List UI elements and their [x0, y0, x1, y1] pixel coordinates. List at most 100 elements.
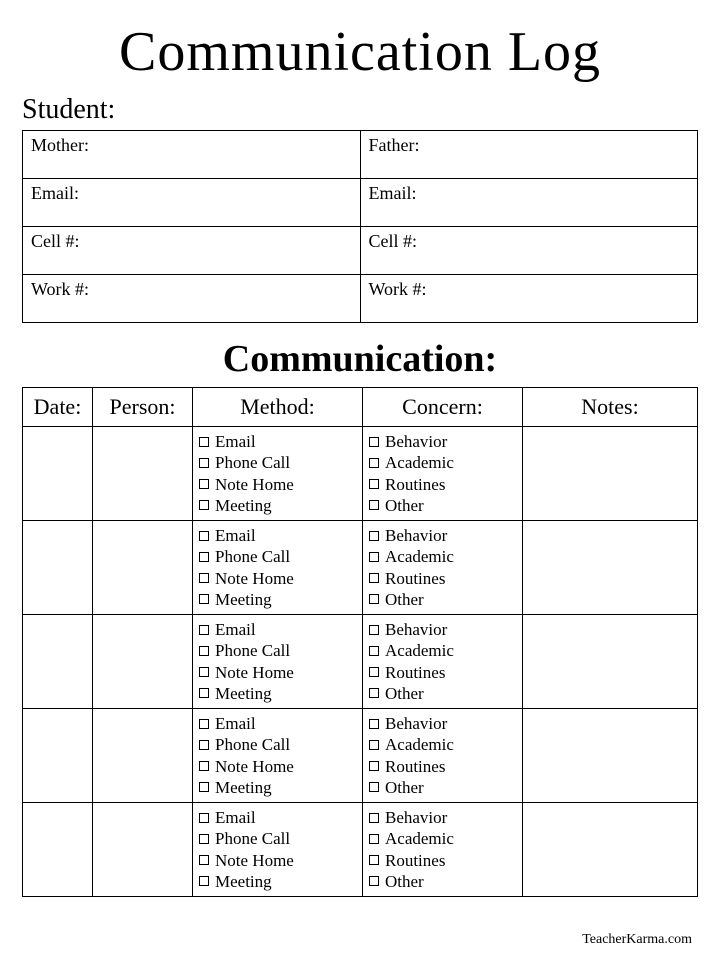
concern-option[interactable]: Behavior — [369, 525, 516, 546]
checkbox-icon[interactable] — [199, 688, 209, 698]
log-cell-date[interactable] — [23, 615, 93, 709]
concern-option[interactable]: Other — [369, 683, 516, 704]
checkbox-icon[interactable] — [369, 876, 379, 886]
log-cell-date[interactable] — [23, 803, 93, 897]
checkbox-icon[interactable] — [369, 552, 379, 562]
log-cell-notes[interactable] — [523, 615, 698, 709]
method-option[interactable]: Note Home — [199, 850, 356, 871]
checkbox-icon[interactable] — [369, 479, 379, 489]
concern-option[interactable]: Behavior — [369, 807, 516, 828]
checkbox-icon[interactable] — [199, 740, 209, 750]
concern-option[interactable]: Routines — [369, 568, 516, 589]
checkbox-icon[interactable] — [199, 458, 209, 468]
checkbox-icon[interactable] — [199, 500, 209, 510]
method-option[interactable]: Note Home — [199, 662, 356, 683]
checkbox-icon[interactable] — [199, 573, 209, 583]
concern-option[interactable]: Other — [369, 495, 516, 516]
checkbox-icon[interactable] — [199, 855, 209, 865]
log-header-row: Date: Person: Method: Concern: Notes: — [23, 388, 698, 427]
checkbox-icon[interactable] — [199, 625, 209, 635]
checkbox-icon[interactable] — [369, 834, 379, 844]
method-option[interactable]: Email — [199, 807, 356, 828]
concern-option[interactable]: Other — [369, 871, 516, 892]
checkbox-icon[interactable] — [369, 761, 379, 771]
concern-option[interactable]: Behavior — [369, 619, 516, 640]
log-cell-person[interactable] — [93, 427, 193, 521]
method-option[interactable]: Note Home — [199, 756, 356, 777]
concern-option[interactable]: Academic — [369, 734, 516, 755]
concern-option[interactable]: Behavior — [369, 713, 516, 734]
checkbox-icon[interactable] — [369, 531, 379, 541]
checkbox-icon[interactable] — [199, 761, 209, 771]
log-cell-notes[interactable] — [523, 427, 698, 521]
checkbox-icon[interactable] — [199, 552, 209, 562]
checkbox-icon[interactable] — [199, 876, 209, 886]
checkbox-icon[interactable] — [199, 719, 209, 729]
log-cell-notes[interactable] — [523, 803, 698, 897]
log-cell-person[interactable] — [93, 803, 193, 897]
concern-option-label: Academic — [385, 734, 454, 755]
checkbox-icon[interactable] — [199, 594, 209, 604]
checkbox-icon[interactable] — [369, 625, 379, 635]
method-option[interactable]: Meeting — [199, 777, 356, 798]
method-option-label: Phone Call — [215, 546, 290, 567]
checkbox-icon[interactable] — [199, 782, 209, 792]
checkbox-icon[interactable] — [369, 667, 379, 677]
method-option[interactable]: Email — [199, 713, 356, 734]
method-option[interactable]: Meeting — [199, 871, 356, 892]
concern-option[interactable]: Routines — [369, 850, 516, 871]
concern-option[interactable]: Academic — [369, 452, 516, 473]
checkbox-icon[interactable] — [199, 479, 209, 489]
checkbox-icon[interactable] — [369, 813, 379, 823]
checkbox-icon[interactable] — [199, 437, 209, 447]
checkbox-icon[interactable] — [199, 813, 209, 823]
method-option[interactable]: Email — [199, 525, 356, 546]
method-option[interactable]: Email — [199, 431, 356, 452]
method-option[interactable]: Phone Call — [199, 734, 356, 755]
checkbox-icon[interactable] — [369, 437, 379, 447]
concern-option[interactable]: Routines — [369, 662, 516, 683]
method-option[interactable]: Phone Call — [199, 640, 356, 661]
concern-option[interactable]: Academic — [369, 546, 516, 567]
log-cell-date[interactable] — [23, 427, 93, 521]
concern-option[interactable]: Behavior — [369, 431, 516, 452]
log-cell-notes[interactable] — [523, 521, 698, 615]
checkbox-icon[interactable] — [369, 719, 379, 729]
log-cell-person[interactable] — [93, 709, 193, 803]
checkbox-icon[interactable] — [199, 646, 209, 656]
method-option[interactable]: Phone Call — [199, 828, 356, 849]
method-option-label: Note Home — [215, 756, 294, 777]
method-option[interactable]: Note Home — [199, 474, 356, 495]
checkbox-icon[interactable] — [369, 782, 379, 792]
checkbox-icon[interactable] — [199, 667, 209, 677]
log-cell-date[interactable] — [23, 521, 93, 615]
log-cell-notes[interactable] — [523, 709, 698, 803]
method-option[interactable]: Meeting — [199, 495, 356, 516]
checkbox-icon[interactable] — [369, 500, 379, 510]
log-cell-date[interactable] — [23, 709, 93, 803]
method-option[interactable]: Phone Call — [199, 452, 356, 473]
checkbox-icon[interactable] — [369, 458, 379, 468]
checkbox-icon[interactable] — [369, 855, 379, 865]
concern-option[interactable]: Routines — [369, 474, 516, 495]
method-option[interactable]: Meeting — [199, 683, 356, 704]
method-option[interactable]: Note Home — [199, 568, 356, 589]
concern-option[interactable]: Academic — [369, 640, 516, 661]
concern-option[interactable]: Other — [369, 589, 516, 610]
method-option[interactable]: Meeting — [199, 589, 356, 610]
checkbox-icon[interactable] — [369, 646, 379, 656]
checkbox-icon[interactable] — [369, 688, 379, 698]
checkbox-icon[interactable] — [199, 531, 209, 541]
concern-option[interactable]: Academic — [369, 828, 516, 849]
concern-option[interactable]: Routines — [369, 756, 516, 777]
checkbox-icon[interactable] — [369, 740, 379, 750]
checkbox-icon[interactable] — [199, 834, 209, 844]
checkbox-icon[interactable] — [369, 594, 379, 604]
method-option[interactable]: Phone Call — [199, 546, 356, 567]
method-option[interactable]: Email — [199, 619, 356, 640]
concern-option[interactable]: Other — [369, 777, 516, 798]
log-cell-person[interactable] — [93, 615, 193, 709]
section-title: Communication: — [22, 337, 698, 381]
log-cell-person[interactable] — [93, 521, 193, 615]
checkbox-icon[interactable] — [369, 573, 379, 583]
